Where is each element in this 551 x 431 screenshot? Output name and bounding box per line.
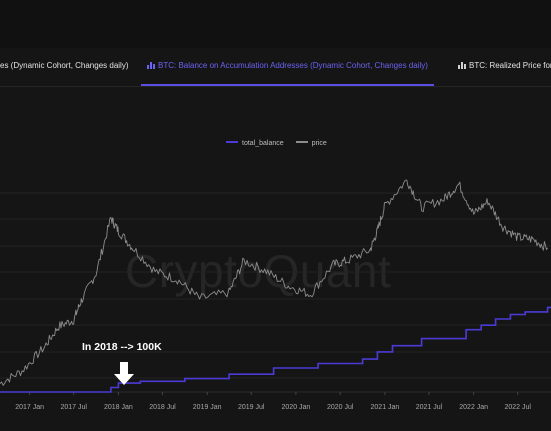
legend-item-total-balance[interactable]: total_balance — [226, 140, 284, 147]
x-tick-label: 2018 Jan — [104, 404, 133, 411]
x-tick-label: 2020 Jul — [327, 404, 354, 411]
tab-accumulation-cohort-left[interactable]: sses (Dynamic Cohort, Changes daily) — [0, 48, 129, 84]
chart-legend: total_balance price — [226, 140, 337, 147]
x-tick-label: 2021 Jul — [416, 404, 443, 411]
tab-realized-price[interactable]: BTC: Realized Price for A — [458, 48, 551, 84]
x-tick-label: 2022 Jul — [504, 404, 531, 411]
tab-balance-accumulation-addresses[interactable]: BTC: Balance on Accumulation Addresses (… — [141, 48, 434, 86]
chart-annotation: In 2018 --> 100K — [82, 341, 162, 353]
x-tick-label: 2022 Jan — [459, 404, 488, 411]
legend-label: price — [311, 140, 327, 147]
x-tick-label: 2019 Jul — [238, 404, 265, 411]
down-arrow-icon — [114, 362, 134, 385]
legend-swatch — [226, 141, 238, 143]
legend-swatch — [295, 141, 308, 143]
chart-tab-bar: sses (Dynamic Cohort, Changes daily) BTC… — [0, 48, 551, 87]
series-total-balance-line — [0, 306, 551, 393]
x-tick-label: 2017 Jan — [15, 404, 44, 411]
x-tick-label: 2018 Jul — [149, 404, 176, 411]
x-tick-label: 2019 Jan — [193, 404, 222, 411]
legend-item-price[interactable]: price — [295, 140, 327, 147]
tab-label: sses (Dynamic Cohort, Changes daily) — [0, 61, 129, 70]
top-header-bar — [0, 0, 551, 48]
tab-label: BTC: Realized Price for A — [469, 61, 551, 70]
tab-label: BTC: Balance on Accumulation Addresses (… — [158, 61, 428, 70]
series-price-line — [0, 179, 548, 386]
legend-label: total_balance — [242, 140, 284, 147]
x-tick-label: 2017 Jul — [60, 404, 87, 411]
cryptoquant-watermark: CryptoQuant — [125, 245, 392, 297]
x-tick-label: 2021 Jan — [371, 404, 400, 411]
bar-chart-icon — [458, 61, 466, 69]
x-tick-label: 2020 Jan — [282, 404, 311, 411]
bar-chart-icon — [147, 61, 155, 69]
